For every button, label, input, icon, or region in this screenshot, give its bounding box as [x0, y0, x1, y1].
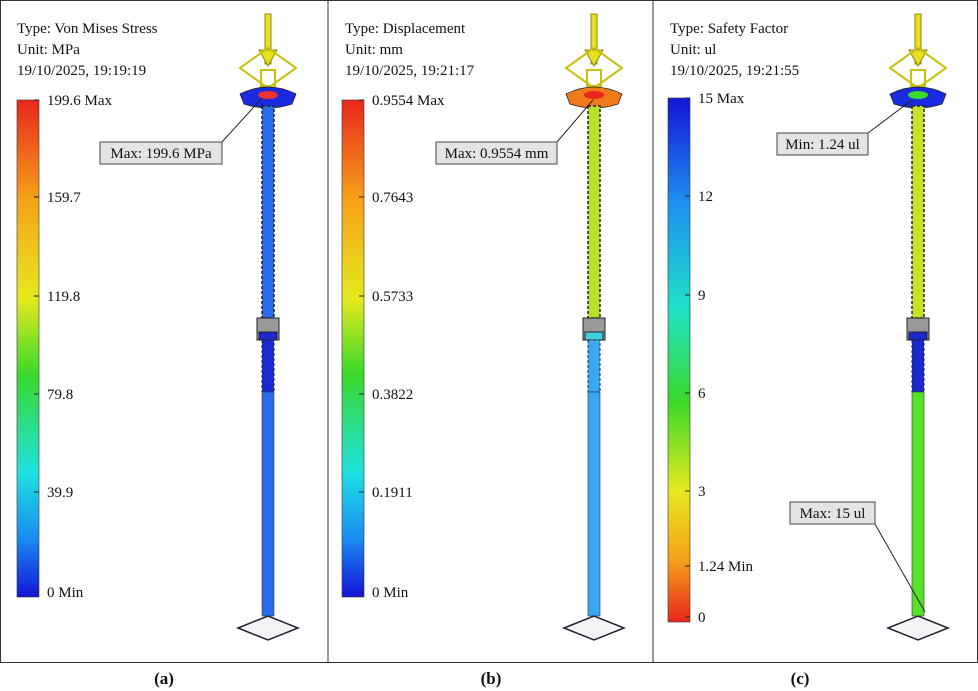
color-bar	[668, 98, 690, 622]
cap-highlight	[584, 91, 604, 99]
header-line: Unit: mm	[345, 42, 403, 58]
legend-label: 0.7643	[372, 190, 413, 206]
leader-line	[222, 98, 262, 142]
mid-tube	[588, 340, 600, 392]
joint-ring	[585, 332, 603, 340]
caption: (a)	[154, 669, 174, 688]
legend-label: 9	[698, 288, 706, 304]
callout-text: Max: 15 ul	[800, 506, 866, 522]
lower-tube	[262, 392, 274, 616]
caption: (c)	[791, 669, 810, 688]
header-line: 19/10/2025, 19:21:17	[345, 63, 475, 79]
header-line: Type: Displacement	[345, 21, 466, 37]
legend-label: 1.24 Min	[698, 559, 754, 575]
base-plate	[238, 616, 298, 640]
header-line: Unit: MPa	[17, 42, 80, 58]
legend-label: 6	[698, 386, 706, 402]
header-line: Unit: ul	[670, 42, 716, 58]
base-plate	[888, 616, 948, 640]
legend-label: 199.6 Max	[47, 93, 112, 109]
legend-label: 3	[698, 484, 706, 500]
figure: Type: Von Mises Stress Unit: MPa 19/10/202…	[0, 0, 978, 691]
callout-text: Max: 199.6 MPa	[110, 146, 212, 162]
upper-tube	[588, 106, 600, 318]
upper-tube	[912, 106, 924, 318]
legend-label: 0.9554 Max	[372, 93, 445, 109]
leader-line	[868, 100, 912, 133]
legend-label: 0 Min	[372, 585, 409, 601]
legend-label: 0.5733	[372, 289, 413, 305]
header-line: 19/10/2025, 19:19:19	[17, 63, 146, 79]
cap-highlight	[258, 91, 278, 99]
joint-ring	[259, 332, 277, 340]
legend-label: 0	[698, 610, 706, 626]
lower-tube	[912, 392, 924, 616]
legend-label: 39.9	[47, 485, 73, 501]
legend-label: 0 Min	[47, 585, 84, 601]
color-bar	[17, 100, 39, 597]
callout-text: Max: 0.9554 mm	[445, 146, 549, 162]
legend-label: 119.8	[47, 289, 80, 305]
caption: (b)	[481, 669, 502, 688]
lower-tube	[588, 392, 600, 616]
header-line: Type: Von Mises Stress	[17, 21, 158, 37]
legend-label: 79.8	[47, 387, 73, 403]
legend-label: 15 Max	[698, 91, 745, 107]
color-bar	[342, 100, 364, 597]
legend-label: 0.3822	[372, 387, 413, 403]
cap-highlight	[908, 91, 928, 99]
header-line: 19/10/2025, 19:21:55	[670, 63, 799, 79]
header-line: Type: Safety Factor	[670, 21, 788, 37]
legend-label: 0.1911	[372, 485, 413, 501]
joint-ring	[909, 332, 927, 340]
mid-tube	[912, 340, 924, 392]
mid-tube	[262, 340, 274, 392]
callout-text: Min: 1.24 ul	[785, 137, 860, 153]
base-plate	[564, 616, 624, 640]
upper-tube	[262, 106, 274, 318]
legend-label: 159.7	[47, 190, 81, 206]
frame	[1, 1, 978, 663]
legend-label: 12	[698, 189, 713, 205]
